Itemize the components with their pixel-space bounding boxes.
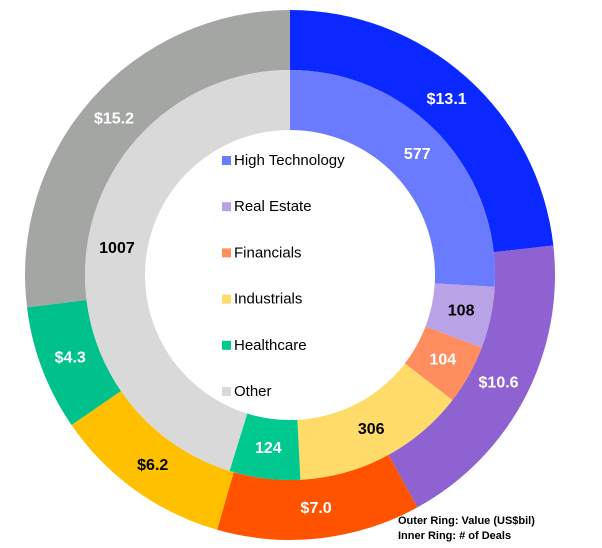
data-label: 108 — [448, 303, 475, 320]
donut-segment — [290, 70, 495, 287]
legend-label: Real Estate — [234, 198, 312, 215]
donut-segment — [425, 283, 495, 348]
donut-segment — [404, 326, 482, 401]
legend-marker — [222, 156, 231, 165]
legend-marker — [222, 294, 231, 304]
donut-segment — [26, 300, 121, 425]
donut-segment — [229, 413, 301, 480]
legend-label: Other — [234, 383, 272, 400]
data-label: $15.2 — [94, 111, 134, 128]
donut-segment — [388, 245, 555, 508]
legend-marker — [222, 202, 231, 212]
annotation: Outer Ring: Value (US$bil) — [398, 515, 535, 527]
data-label: $7.0 — [301, 500, 332, 517]
data-label: 577 — [404, 146, 431, 163]
data-label: 306 — [358, 421, 385, 438]
data-label: $6.2 — [137, 457, 168, 474]
legend-label: Industrials — [234, 291, 302, 308]
data-label: 1007 — [99, 240, 135, 257]
legend-marker — [222, 340, 231, 350]
data-label: 104 — [429, 352, 456, 369]
donut-segment — [297, 363, 453, 480]
annotation: Inner Ring: # of Deals — [398, 530, 511, 542]
donut-segment — [85, 70, 290, 471]
data-label: $13.1 — [427, 91, 467, 108]
donut-segment — [217, 454, 418, 540]
data-label: $10.6 — [479, 375, 519, 392]
legend-label: Financials — [234, 244, 302, 261]
data-label: 124 — [255, 440, 282, 457]
data-label: $4.3 — [55, 349, 86, 366]
legend-marker — [222, 387, 231, 396]
donut-segment — [71, 391, 234, 530]
legend-marker — [222, 248, 231, 258]
donut-segment — [25, 10, 290, 308]
legend-label: High Technology — [234, 152, 345, 169]
donut-segment — [290, 10, 554, 253]
legend-label: Healthcare — [234, 337, 307, 354]
